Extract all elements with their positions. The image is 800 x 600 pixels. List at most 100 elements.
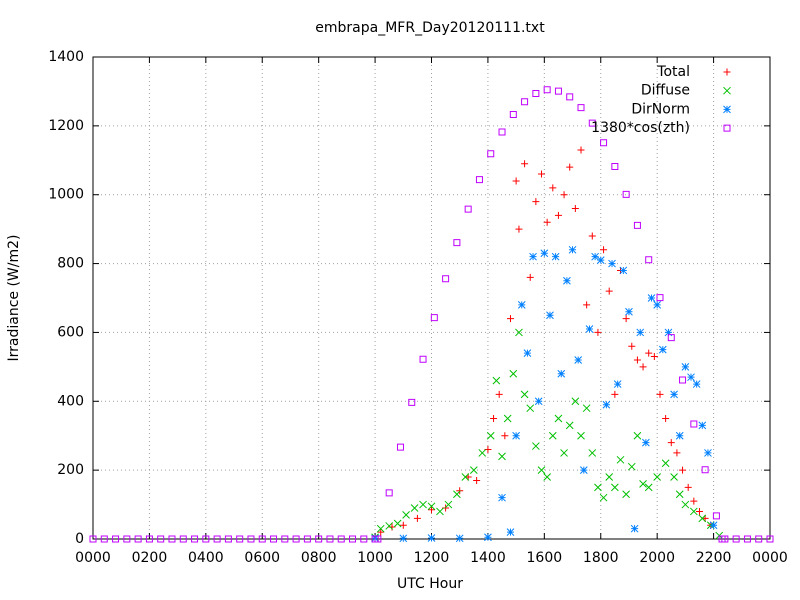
data-point — [588, 449, 597, 457]
data-point — [292, 535, 300, 543]
data-point — [436, 507, 444, 516]
y-tick-label: 1200 — [48, 118, 84, 134]
data-point — [551, 252, 560, 261]
data-point — [692, 380, 701, 388]
data-point — [622, 315, 630, 323]
data-point — [577, 146, 585, 154]
data-point — [616, 455, 625, 464]
data-point — [582, 404, 591, 413]
data-point — [650, 353, 658, 361]
data-point — [498, 452, 506, 461]
data-point — [512, 177, 520, 185]
data-point — [543, 86, 551, 94]
y-tick-label: 200 — [57, 462, 84, 478]
data-point — [577, 431, 585, 440]
x-tick-label: 1800 — [583, 550, 619, 566]
data-point — [281, 535, 289, 543]
chart-title: embrapa_MFR_Day20120111.txt — [315, 20, 545, 36]
data-point — [523, 349, 532, 357]
data-point — [419, 500, 427, 509]
data-point — [247, 535, 255, 543]
data-point — [475, 176, 483, 184]
data-point — [554, 414, 563, 423]
data-point — [100, 535, 108, 543]
data-point — [673, 449, 681, 457]
legend-marker — [723, 105, 731, 114]
data-point — [168, 535, 176, 543]
data-point — [656, 390, 664, 398]
data-point — [402, 511, 410, 519]
data-point — [661, 459, 670, 468]
data-point — [639, 363, 647, 371]
legend-label: 1380*cos(zth) — [591, 120, 690, 136]
data-point — [636, 328, 645, 337]
data-point — [622, 490, 630, 499]
x-tick-label: 0800 — [301, 550, 337, 566]
data-point — [385, 489, 393, 497]
data-point — [594, 328, 602, 336]
data-point — [571, 204, 579, 212]
data-point — [453, 239, 461, 247]
y-tick-label: 1000 — [48, 187, 84, 203]
data-point — [605, 287, 613, 295]
legend-marker — [723, 86, 731, 95]
x-tick-label: 0400 — [188, 550, 224, 566]
data-point — [487, 150, 495, 158]
x-tick-label: 0200 — [132, 550, 168, 566]
x-axis-label: UTC Hour — [397, 576, 463, 592]
data-point — [613, 380, 622, 388]
data-point — [534, 397, 543, 406]
data-point — [442, 275, 450, 283]
data-point — [690, 497, 698, 505]
data-point — [622, 190, 630, 198]
data-point — [546, 311, 554, 320]
data-point — [591, 252, 599, 261]
data-point — [679, 466, 687, 474]
data-point — [484, 533, 492, 542]
data-point — [517, 301, 526, 309]
data-point — [399, 534, 408, 543]
data-point — [709, 521, 718, 530]
data-point — [560, 191, 568, 199]
data-point — [202, 535, 210, 543]
data-point — [579, 466, 588, 474]
data-point — [427, 534, 436, 542]
data-point — [486, 431, 495, 440]
data-point — [526, 273, 534, 281]
data-point — [565, 421, 574, 430]
data-point — [695, 507, 703, 515]
data-point — [157, 535, 165, 543]
data-point — [675, 490, 684, 499]
data-point — [574, 356, 583, 364]
data-point — [670, 390, 678, 399]
data-point — [675, 431, 684, 440]
data-point — [444, 500, 453, 509]
data-point — [566, 163, 574, 171]
legend-label: Total — [656, 64, 690, 80]
data-point — [145, 535, 153, 543]
data-point — [732, 535, 740, 543]
data-point — [543, 473, 552, 481]
legend-marker — [723, 68, 731, 76]
data-point — [679, 376, 687, 384]
data-point — [611, 162, 619, 170]
data-point — [583, 301, 591, 309]
data-point — [743, 535, 751, 543]
data-point — [455, 534, 464, 543]
data-point — [549, 184, 557, 192]
data-point — [625, 307, 633, 316]
data-point — [538, 170, 546, 178]
data-point — [521, 160, 529, 168]
data-point — [588, 232, 596, 240]
data-point — [667, 334, 675, 342]
data-point — [548, 431, 557, 440]
data-point — [667, 439, 675, 447]
x-tick-label: 1600 — [527, 550, 563, 566]
data-point — [258, 535, 266, 543]
data-point — [191, 535, 199, 543]
data-point — [512, 431, 520, 440]
data-point — [644, 483, 653, 492]
y-tick-label: 800 — [57, 256, 84, 272]
data-point — [628, 342, 636, 350]
